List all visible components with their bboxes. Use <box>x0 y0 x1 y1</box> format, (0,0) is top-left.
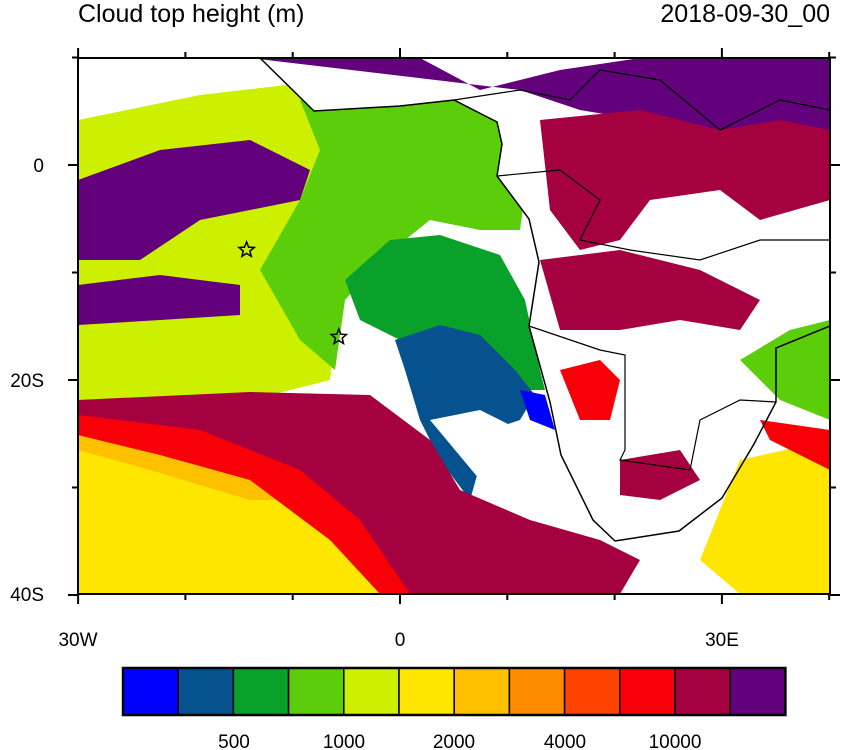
cloud-darkblue-region <box>395 325 535 500</box>
land-cloud-green-east <box>740 320 830 420</box>
country-borders-2 <box>496 169 830 261</box>
land-cloud-red-east <box>760 420 830 470</box>
star-markers <box>237 239 349 346</box>
map-plot-area <box>78 58 830 594</box>
star-marker <box>237 239 257 259</box>
map-date: 2018-09-30_00 <box>660 0 830 28</box>
cloud-crimson-band <box>78 392 640 594</box>
land-cloud-crimson-2 <box>540 250 760 330</box>
colorbar-frame <box>121 666 787 717</box>
colorbar-box <box>729 667 787 716</box>
colorbar-box <box>122 667 179 716</box>
land-cloud-yellow-east <box>700 440 830 594</box>
country-borders-3 <box>453 69 830 131</box>
colorbar-label: 1000 <box>323 732 365 750</box>
colorbar-box <box>453 667 511 716</box>
colorbar-label: 2000 <box>433 732 475 750</box>
colorbar-box <box>508 667 566 716</box>
colorbar <box>121 666 787 717</box>
colorbar-box <box>619 667 676 716</box>
colorbar-box <box>232 667 290 716</box>
colorbar-box <box>287 667 345 716</box>
colorbar-box <box>674 667 731 716</box>
map-frame <box>77 57 831 595</box>
country-borders <box>528 325 777 471</box>
axis-ticks <box>68 48 840 604</box>
colorbar-box <box>177 667 235 716</box>
colorbar-label: 500 <box>218 732 250 750</box>
cloud-blue-region <box>520 390 555 430</box>
colorbar-label: 10000 <box>649 732 702 750</box>
y-tick-label: 0 <box>33 156 44 177</box>
coastline <box>259 58 830 542</box>
land-cloud-crimson <box>540 110 830 250</box>
y-tick-label: 40S <box>10 585 44 606</box>
star-marker <box>329 326 349 346</box>
y-tick-label: 20S <box>10 371 44 392</box>
x-tick-label: 30W <box>58 630 97 651</box>
cloud-purple-band-2 <box>78 275 240 325</box>
map-title: Cloud top height (m) <box>78 0 305 28</box>
x-tick-label: 0 <box>395 630 406 651</box>
cloud-lightgreen-region <box>260 90 530 370</box>
cloud-purple-band-1 <box>78 140 310 260</box>
cloud-clear-patch <box>430 410 560 510</box>
colorbar-label: 4000 <box>544 732 586 750</box>
colorbar-box <box>398 667 455 716</box>
colorbar-box <box>563 667 621 716</box>
x-tick-label: 30E <box>705 630 739 651</box>
colorbar-box <box>343 667 400 716</box>
land-cloud-red <box>560 360 620 420</box>
